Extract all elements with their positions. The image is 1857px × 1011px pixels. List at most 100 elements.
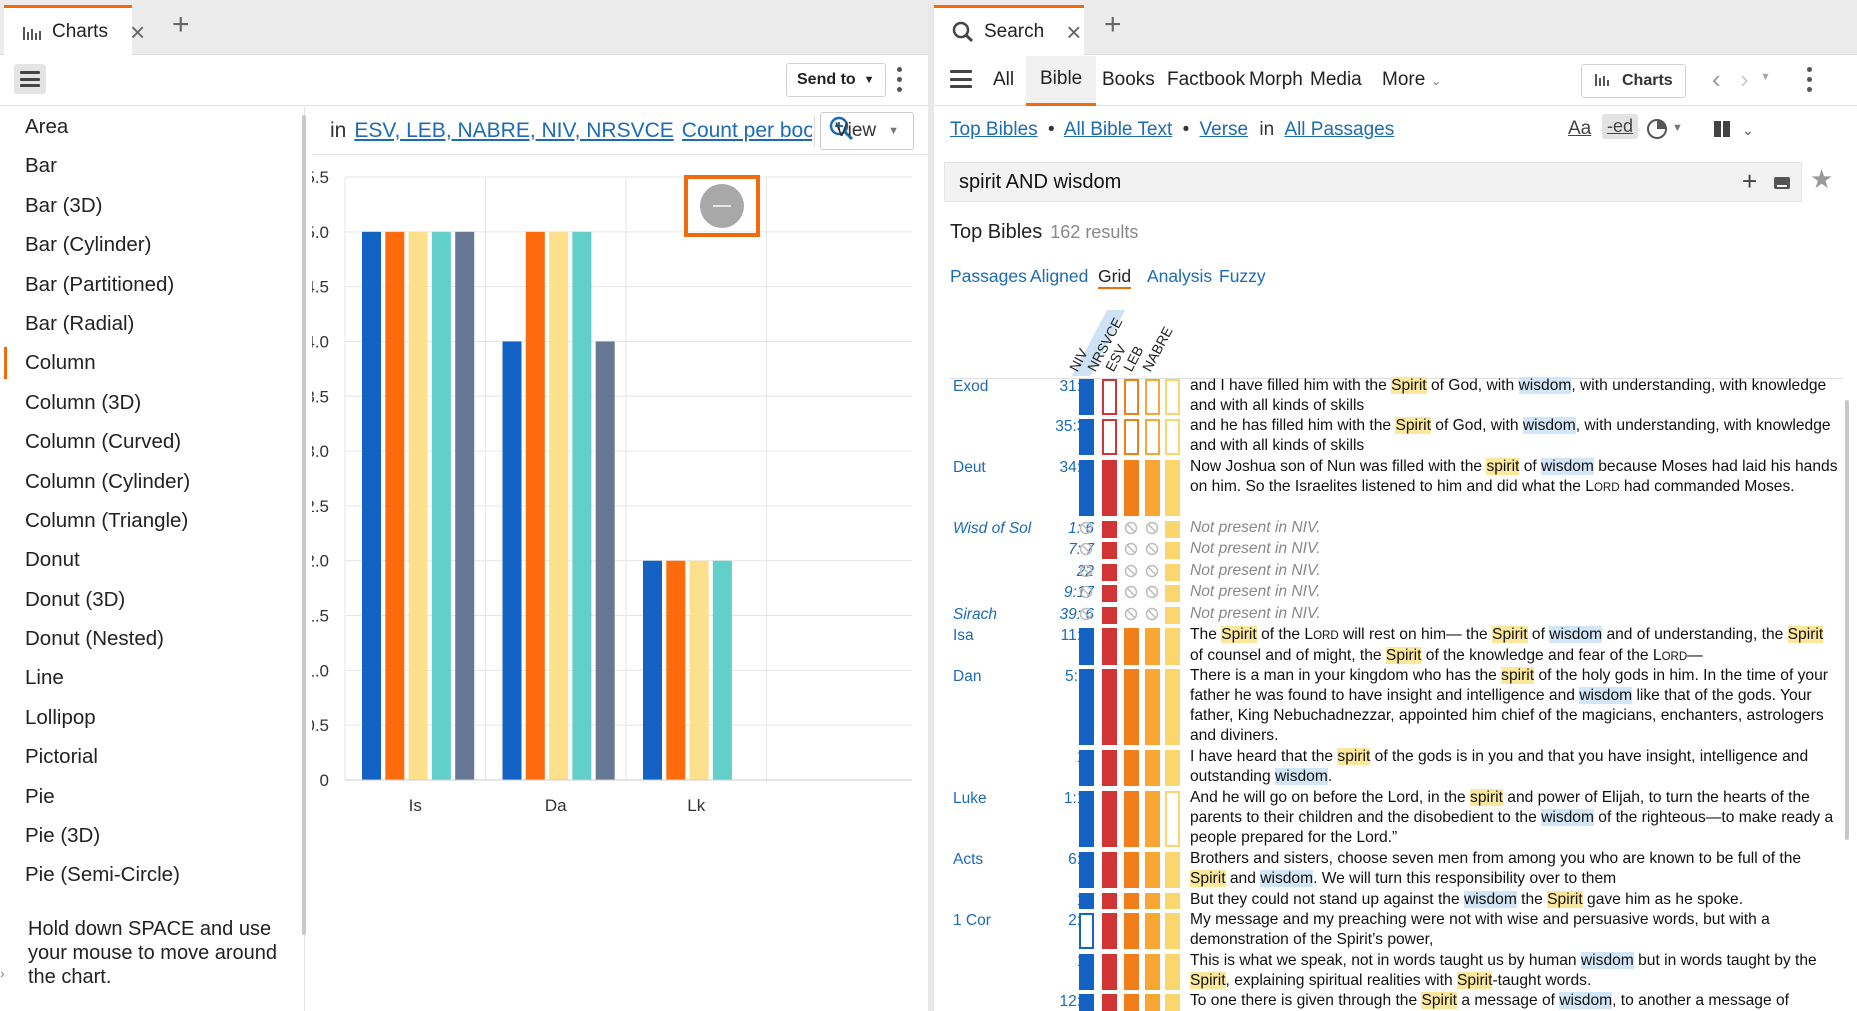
book-name[interactable]: Acts <box>953 851 984 868</box>
bar[interactable] <box>666 560 686 780</box>
hit-cell[interactable] <box>1165 564 1180 581</box>
count-link[interactable]: Count per boo <box>681 118 812 142</box>
nav-factbook[interactable]: Factbook <box>1155 66 1257 104</box>
not-present-icon[interactable] <box>1145 607 1160 623</box>
result-row[interactable]: 22 Not present in NIV. <box>934 561 1857 582</box>
hit-cell[interactable] <box>1145 379 1160 415</box>
hit-cell[interactable] <box>1102 419 1117 455</box>
range-link[interactable]: All Passages <box>1284 119 1395 140</box>
new-tab-icon[interactable]: + <box>172 8 190 41</box>
not-present-icon[interactable] <box>1145 542 1160 558</box>
history-caret-icon[interactable]: ▼ <box>1760 71 1771 83</box>
hit-cell[interactable] <box>1102 994 1117 1011</box>
hit-cell[interactable] <box>1145 913 1160 949</box>
subtab-aligned[interactable]: Aligned <box>1030 266 1089 286</box>
hit-cell[interactable] <box>1124 460 1139 516</box>
hit-cell[interactable] <box>1145 994 1160 1011</box>
result-row[interactable]: 10But they could not stand up against th… <box>934 890 1857 910</box>
back-icon[interactable]: ‹ <box>1712 64 1721 94</box>
chart-type-item[interactable]: Bar (Radial) <box>25 311 135 335</box>
more-options-icon[interactable] <box>897 67 903 97</box>
caret-down-icon[interactable]: ▼ <box>1672 122 1683 134</box>
hit-cell[interactable] <box>1079 852 1094 888</box>
star-icon[interactable]: ★ <box>1810 164 1834 194</box>
text-link[interactable]: All Bible Text <box>1063 119 1173 140</box>
not-present-icon[interactable] <box>1079 607 1094 623</box>
hit-cell[interactable] <box>1102 954 1117 990</box>
nav-more[interactable]: More ⌄ <box>1370 66 1453 104</box>
chart-type-item[interactable]: Pie (3D) <box>25 824 101 848</box>
hit-cell[interactable] <box>1165 460 1180 516</box>
hit-cell[interactable] <box>1102 913 1117 949</box>
chart-type-item[interactable]: Bar (Cylinder) <box>25 233 152 257</box>
nav-media[interactable]: Media <box>1298 66 1374 104</box>
hit-cell[interactable] <box>1102 564 1117 581</box>
nav-books[interactable]: Books <box>1090 66 1167 104</box>
tab-search[interactable]: Search × <box>934 5 1084 55</box>
hit-cell[interactable] <box>1145 669 1160 745</box>
send-to-button[interactable]: Send to ▼ <box>786 63 886 97</box>
hit-cell[interactable] <box>1102 628 1117 665</box>
hit-cell[interactable] <box>1102 852 1117 888</box>
bar[interactable] <box>595 341 615 780</box>
bar[interactable] <box>643 560 662 780</box>
subtab-passages[interactable]: Passages <box>950 266 1027 286</box>
hit-cell[interactable] <box>1165 585 1180 602</box>
hit-cell[interactable] <box>1165 893 1180 909</box>
hit-cell[interactable] <box>1165 791 1180 847</box>
not-present-icon[interactable] <box>1079 521 1094 537</box>
chart-type-item[interactable]: Donut (Nested) <box>25 627 165 651</box>
chart-type-item[interactable]: Lollipop <box>25 705 96 729</box>
not-present-icon[interactable] <box>1124 542 1139 558</box>
bar[interactable] <box>408 231 428 780</box>
result-row[interactable]: 7: 7 Not present in NIV. <box>934 539 1857 560</box>
bar[interactable] <box>712 560 732 780</box>
subtab-analysis[interactable]: Analysis <box>1147 266 1213 286</box>
result-row[interactable]: Deut 34: 9 Now Joshua son of Nun was fille… <box>934 457 1857 517</box>
chevron-right-icon[interactable]: › <box>0 965 5 981</box>
hit-cell[interactable] <box>1165 994 1180 1011</box>
chart-type-item[interactable]: Line <box>25 666 64 690</box>
hit-cell[interactable] <box>1124 379 1139 415</box>
result-row[interactable]: Sirach 39: 6 Not present in NIV. <box>934 604 1857 625</box>
add-icon[interactable]: + <box>1742 166 1758 196</box>
book-name[interactable]: 1 Cor <box>953 912 991 929</box>
result-row[interactable]: Dan5:11There is a man in your kingdom wh… <box>934 666 1857 746</box>
hit-cell[interactable] <box>1079 954 1094 990</box>
hit-cell[interactable] <box>1102 750 1117 786</box>
color-icon[interactable] <box>1646 118 1668 145</box>
bar[interactable] <box>431 231 451 780</box>
hit-cell[interactable] <box>1124 893 1139 909</box>
keyboard-icon[interactable] <box>1774 176 1790 194</box>
search-input[interactable]: spirit AND wisdom <box>944 162 1802 202</box>
hit-cell[interactable] <box>1079 913 1094 949</box>
hit-cell[interactable] <box>1124 669 1139 745</box>
hit-cell[interactable] <box>1145 852 1160 888</box>
hit-cell[interactable] <box>1124 750 1139 786</box>
chart-type-item[interactable]: Pie (Semi-Circle) <box>25 863 180 887</box>
hit-cell[interactable] <box>1102 893 1117 909</box>
result-row[interactable]: 13This is what we speak, not in words ta… <box>934 951 1857 991</box>
not-present-icon[interactable] <box>1124 585 1139 601</box>
not-present-icon[interactable] <box>1145 585 1160 601</box>
chart-type-item[interactable]: Bar <box>25 154 57 178</box>
book-name[interactable]: Dan <box>953 668 982 685</box>
hit-cell[interactable] <box>1124 791 1139 847</box>
chart-type-item[interactable]: Pictorial <box>25 745 98 769</box>
result-row[interactable]: Luke1:17And he will go on before the Lor… <box>934 788 1857 848</box>
hit-cell[interactable] <box>1079 460 1094 516</box>
bar[interactable] <box>689 560 709 780</box>
hit-cell[interactable] <box>1145 460 1160 516</box>
hit-cell[interactable] <box>1165 852 1180 888</box>
result-row[interactable]: Wisd of Sol 1: 6 Not present in NIV. <box>934 518 1857 539</box>
result-row[interactable]: 35:31 and he has filled him with the Spir… <box>934 416 1857 456</box>
hit-cell[interactable] <box>1165 628 1180 665</box>
tab-charts[interactable]: Charts × <box>4 5 145 55</box>
not-present-icon[interactable] <box>1124 521 1139 537</box>
hit-cell[interactable] <box>1124 913 1139 949</box>
result-row[interactable]: 12: 8 To one there is given through the S… <box>934 991 1857 1011</box>
subtab-fuzzy[interactable]: Fuzzy <box>1219 266 1266 286</box>
not-present-icon[interactable] <box>1145 521 1160 537</box>
forward-icon[interactable]: › <box>1740 64 1749 94</box>
chart-type-item[interactable]: Bar (Partitioned) <box>25 272 175 296</box>
